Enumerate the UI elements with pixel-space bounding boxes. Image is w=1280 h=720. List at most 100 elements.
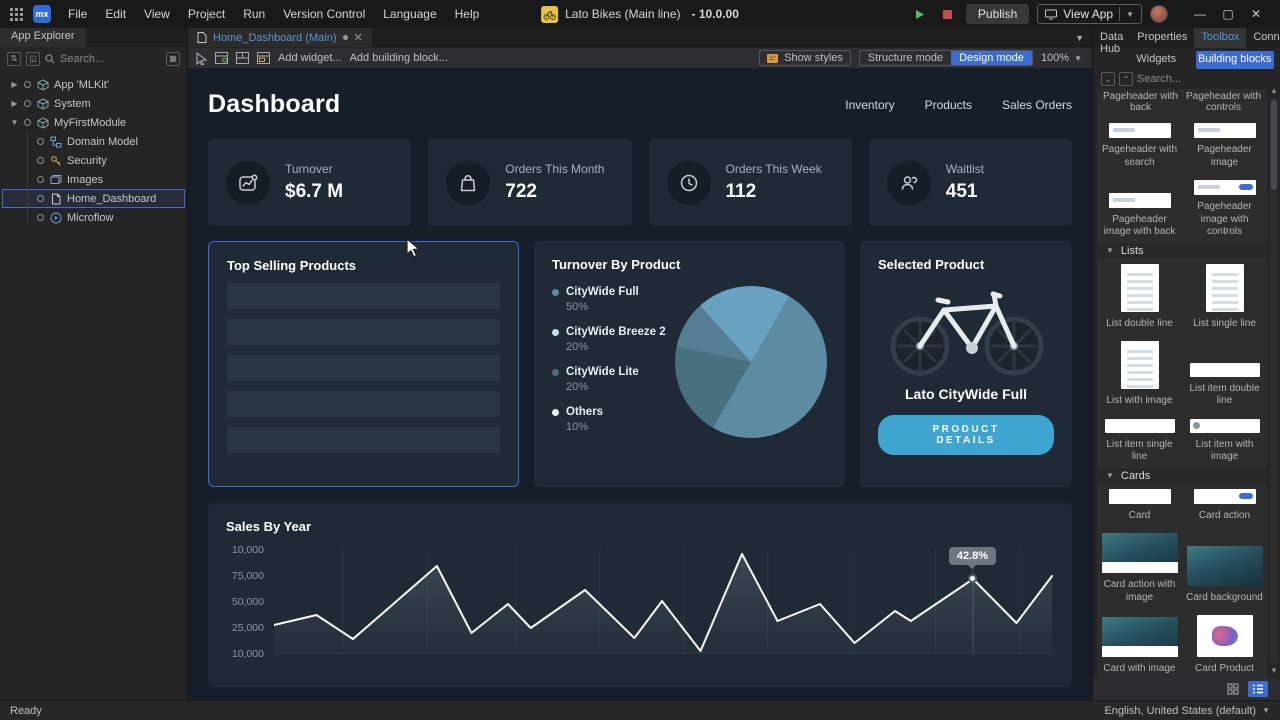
zoom-control[interactable]: 100% ▼ — [1041, 52, 1082, 64]
add-widget-button[interactable]: Add widget... — [278, 52, 342, 64]
tab-connector[interactable]: Connector — [1253, 31, 1280, 43]
kpi-turnover[interactable]: Turnover $6.7 M — [208, 139, 412, 226]
nav-products[interactable]: Products — [924, 97, 972, 112]
nav-inventory[interactable]: Inventory — [845, 97, 895, 112]
stop-icon[interactable] — [938, 6, 958, 22]
widgets-tab[interactable]: Widgets — [1136, 53, 1177, 65]
block-item[interactable]: Card action with image — [1097, 527, 1182, 609]
chevron-right-icon[interactable]: ▶ — [11, 80, 18, 89]
block-item[interactable]: Pageheader image — [1182, 117, 1267, 174]
toolbox-search-input[interactable] — [1137, 73, 1237, 85]
toolbox-scrollbar[interactable]: ▲ ▼ — [1269, 86, 1279, 676]
block-item[interactable]: Card Product — [1182, 609, 1267, 678]
select-tool-icon[interactable] — [196, 51, 207, 65]
block-item[interactable]: Card action — [1182, 483, 1267, 528]
user-avatar[interactable] — [1150, 5, 1168, 23]
tree-item-myfirstmodule[interactable]: ▼ MyFirstModule — [2, 113, 185, 132]
view-app-button[interactable]: View App ▼ — [1037, 4, 1142, 24]
tree-item-app[interactable]: ▶ App 'MLKit' — [2, 75, 185, 94]
apps-grid-icon[interactable] — [10, 7, 23, 21]
block-item[interactable]: List item with image — [1182, 413, 1267, 469]
block-item[interactable]: Pageheader image with controls — [1182, 174, 1267, 244]
expand-all-icon[interactable]: ⌄ — [1101, 72, 1115, 86]
explorer-search[interactable] — [45, 52, 161, 65]
mendix-logo[interactable]: mx — [33, 5, 51, 23]
tab-toolbox[interactable]: Toolbox — [1194, 28, 1247, 48]
explorer-search-input[interactable] — [60, 52, 150, 65]
block-item[interactable]: List with image — [1097, 335, 1182, 413]
tree-item-home-dashboard[interactable]: Home_Dashboard — [2, 189, 185, 208]
block-item[interactable]: Card background — [1182, 527, 1267, 609]
chevron-right-icon[interactable]: ▶ — [11, 99, 18, 108]
nav-sales-orders[interactable]: Sales Orders — [1001, 97, 1072, 112]
minimize-icon[interactable]: — — [1194, 7, 1206, 21]
block-item[interactable]: List item single line — [1097, 413, 1182, 469]
list-view-icon[interactable] — [1248, 681, 1268, 697]
sales-panel[interactable]: Sales By Year 10,000 75,000 50,000 25,00… — [208, 503, 1072, 687]
chevron-down-icon[interactable]: ▼ — [1074, 53, 1082, 63]
tree-item-images[interactable]: Images — [2, 170, 185, 189]
block-item[interactable]: Pageheader image with back — [1097, 174, 1182, 244]
tree-item-system[interactable]: ▶ System — [2, 94, 185, 113]
selected-product-panel[interactable]: Selected Product — [860, 241, 1072, 487]
scrollbar-thumb[interactable] — [1271, 100, 1277, 190]
menu-version-control[interactable]: Version Control — [283, 7, 366, 21]
maximize-icon[interactable]: ▢ — [1222, 7, 1234, 21]
show-styles-toggle[interactable]: Show styles — [759, 50, 851, 66]
building-blocks-tab[interactable]: Building blocks — [1195, 51, 1274, 69]
menu-file[interactable]: File — [68, 7, 88, 21]
tab-home-dashboard[interactable]: Home_Dashboard (Main) ✕ — [188, 28, 372, 47]
product-details-button[interactable]: PRODUCT DETAILS — [878, 415, 1054, 455]
chevron-down-icon[interactable]: ▼ — [1126, 9, 1134, 19]
kpi-orders-month[interactable]: Orders This Month 722 — [428, 139, 632, 226]
language-selector[interactable]: English, United States (default) ▼ — [1104, 705, 1270, 717]
close-tab-icon[interactable]: ✕ — [353, 32, 363, 44]
block-item[interactable]: List item double line — [1182, 335, 1267, 413]
tree-item-domain-model[interactable]: Domain Model — [2, 132, 185, 151]
sync-selection-icon[interactable]: ◱ — [26, 51, 40, 66]
kpi-waitlist[interactable]: Waitlist 451 — [868, 139, 1072, 226]
block-item[interactable]: List double line — [1097, 258, 1182, 336]
block-item[interactable]: Card — [1097, 483, 1182, 528]
design-mode-button[interactable]: Design mode — [951, 51, 1032, 65]
kpi-orders-week[interactable]: Orders This Week 112 — [648, 139, 852, 226]
scrollbar-track[interactable] — [1270, 98, 1278, 664]
menu-view[interactable]: View — [144, 7, 170, 21]
scroll-down-icon[interactable]: ▼ — [1270, 666, 1278, 675]
tab-properties[interactable]: Properties — [1137, 31, 1188, 43]
run-icon[interactable] — [910, 6, 930, 22]
publish-button[interactable]: Publish — [965, 4, 1030, 24]
tab-list-chevron-icon[interactable]: ▼ — [1075, 32, 1084, 43]
chevron-down-icon[interactable]: ▼ — [10, 118, 19, 127]
menu-run[interactable]: Run — [243, 7, 266, 21]
insert-container-icon[interactable] — [215, 52, 228, 64]
tab-data-hub[interactable]: Data Hub — [1100, 31, 1124, 55]
grid-view-icon[interactable] — [1223, 681, 1243, 697]
turnover-panel[interactable]: Turnover By Product CityWide Full 50% Ci… — [534, 241, 845, 487]
insert-row-icon[interactable] — [236, 52, 249, 64]
insert-column-icon[interactable] — [257, 52, 270, 64]
collapse-all-icon[interactable]: ⌃ — [1119, 72, 1133, 86]
close-icon[interactable]: ✕ — [1250, 7, 1262, 21]
block-item[interactable]: Card with image — [1097, 609, 1182, 678]
scroll-up-icon[interactable]: ▲ — [1270, 86, 1278, 95]
structure-mode-button[interactable]: Structure mode — [867, 52, 944, 64]
tree-item-microflow[interactable]: Microflow — [2, 208, 185, 227]
top-selling-panel[interactable]: Top Selling Products — [208, 241, 519, 487]
section-cards[interactable]: ▼ Cards — [1097, 468, 1267, 483]
collapse-all-icon[interactable]: ⇅ — [7, 51, 21, 66]
block-caption[interactable]: Pageheader with controls — [1185, 91, 1262, 113]
filter-icon[interactable]: ▦ — [166, 51, 180, 66]
menu-language[interactable]: Language — [383, 7, 437, 21]
block-caption[interactable]: Pageheader with back — [1102, 91, 1179, 113]
menu-edit[interactable]: Edit — [105, 7, 127, 21]
tree-item-security[interactable]: Security — [2, 151, 185, 170]
menu-project[interactable]: Project — [187, 7, 226, 21]
block-item[interactable]: Pageheader with search — [1097, 117, 1182, 174]
page-canvas[interactable]: Dashboard Inventory Products Sales Order… — [188, 68, 1092, 700]
tab-app-explorer[interactable]: App Explorer — [0, 28, 86, 47]
menu-help[interactable]: Help — [454, 7, 480, 21]
section-lists[interactable]: ▼ Lists — [1097, 243, 1267, 258]
add-building-block-button[interactable]: Add building block... — [349, 52, 449, 64]
block-item[interactable]: List single line — [1182, 258, 1267, 336]
